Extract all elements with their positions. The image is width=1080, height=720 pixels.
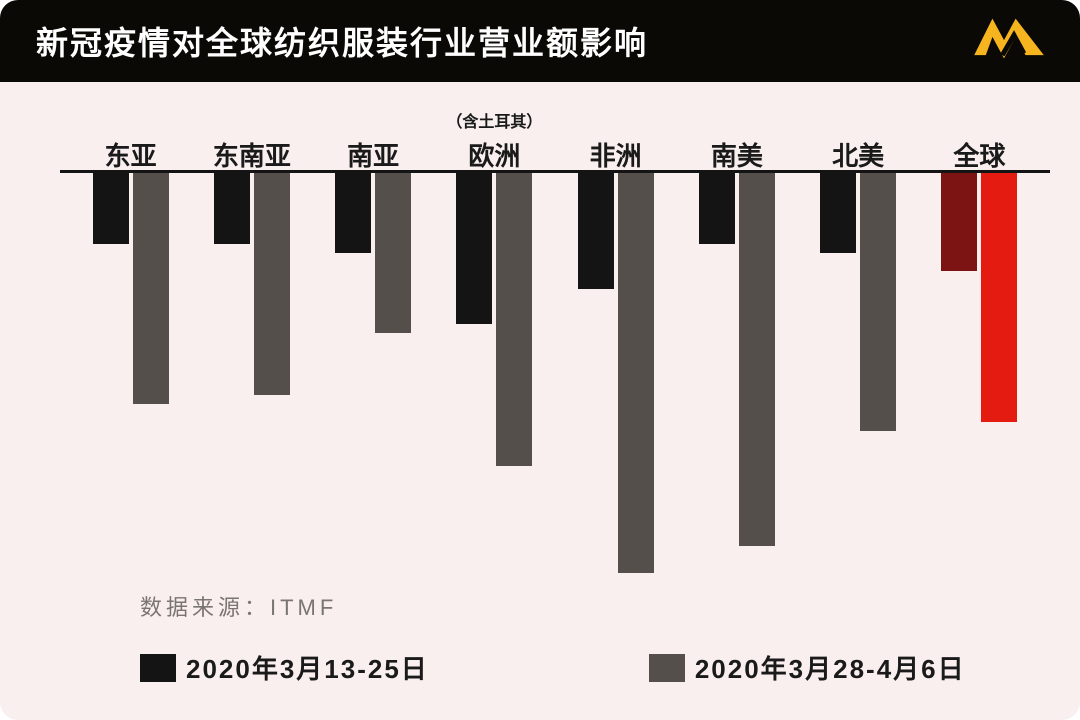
legend: 2020年3月13-25日 2020年3月28-4月6日 — [140, 649, 966, 686]
bar-groups — [70, 173, 1040, 590]
bar-series-2 — [739, 173, 775, 546]
brand-logo-icon — [966, 12, 1052, 70]
page: 新冠疫情对全球纺织服装行业营业额影响 东亚东南亚南亚欧洲非洲南美北美全球 （含土… — [0, 0, 1080, 720]
category-subnote: （含土耳其） — [434, 108, 555, 132]
bar-series-2 — [860, 173, 896, 431]
bar-series-2 — [981, 173, 1017, 422]
bar-series-2 — [496, 173, 532, 466]
category-label: 南美 — [676, 136, 797, 170]
bar-series-1 — [941, 173, 977, 271]
category-label: 北美 — [798, 136, 919, 170]
bar-series-1 — [699, 173, 735, 244]
category-label: 欧洲 — [434, 136, 555, 170]
legend-item: 2020年3月13-25日 — [140, 649, 429, 686]
page-title: 新冠疫情对全球纺织服装行业营业额影响 — [36, 18, 648, 64]
legend-label: 2020年3月13-25日 — [186, 649, 429, 686]
bar-group — [919, 173, 1040, 590]
legend-swatch — [649, 654, 685, 682]
category-label: 南亚 — [313, 136, 434, 170]
header: 新冠疫情对全球纺织服装行业营业额影响 — [0, 0, 1080, 82]
category-label: 非洲 — [555, 136, 676, 170]
category-label: 全球 — [919, 136, 1040, 170]
legend-item: 2020年3月28-4月6日 — [649, 649, 966, 686]
bar-series-2 — [375, 173, 411, 333]
category-label: 东南亚 — [191, 136, 312, 170]
bar-series-1 — [820, 173, 856, 253]
data-source: 数据来源：ITMF — [140, 590, 337, 622]
chart: 东亚东南亚南亚欧洲非洲南美北美全球 （含土耳其） — [70, 170, 1040, 590]
bar-series-1 — [456, 173, 492, 324]
legend-label: 2020年3月28-4月6日 — [695, 649, 966, 686]
bar-group — [434, 173, 555, 590]
category-label: 东亚 — [70, 136, 191, 170]
legend-swatch — [140, 654, 176, 682]
bar-group — [798, 173, 919, 590]
bar-series-2 — [133, 173, 169, 404]
bar-series-2 — [618, 173, 654, 573]
bar-group — [676, 173, 797, 590]
bar-series-1 — [93, 173, 129, 244]
bar-group — [191, 173, 312, 590]
bar-series-2 — [254, 173, 290, 395]
bar-group — [313, 173, 434, 590]
bar-group — [555, 173, 676, 590]
bar-series-1 — [214, 173, 250, 244]
bar-group — [70, 173, 191, 590]
bar-series-1 — [578, 173, 614, 289]
logo-shape — [974, 19, 1044, 59]
bar-series-1 — [335, 173, 371, 253]
category-labels: 东亚东南亚南亚欧洲非洲南美北美全球 — [70, 136, 1040, 170]
